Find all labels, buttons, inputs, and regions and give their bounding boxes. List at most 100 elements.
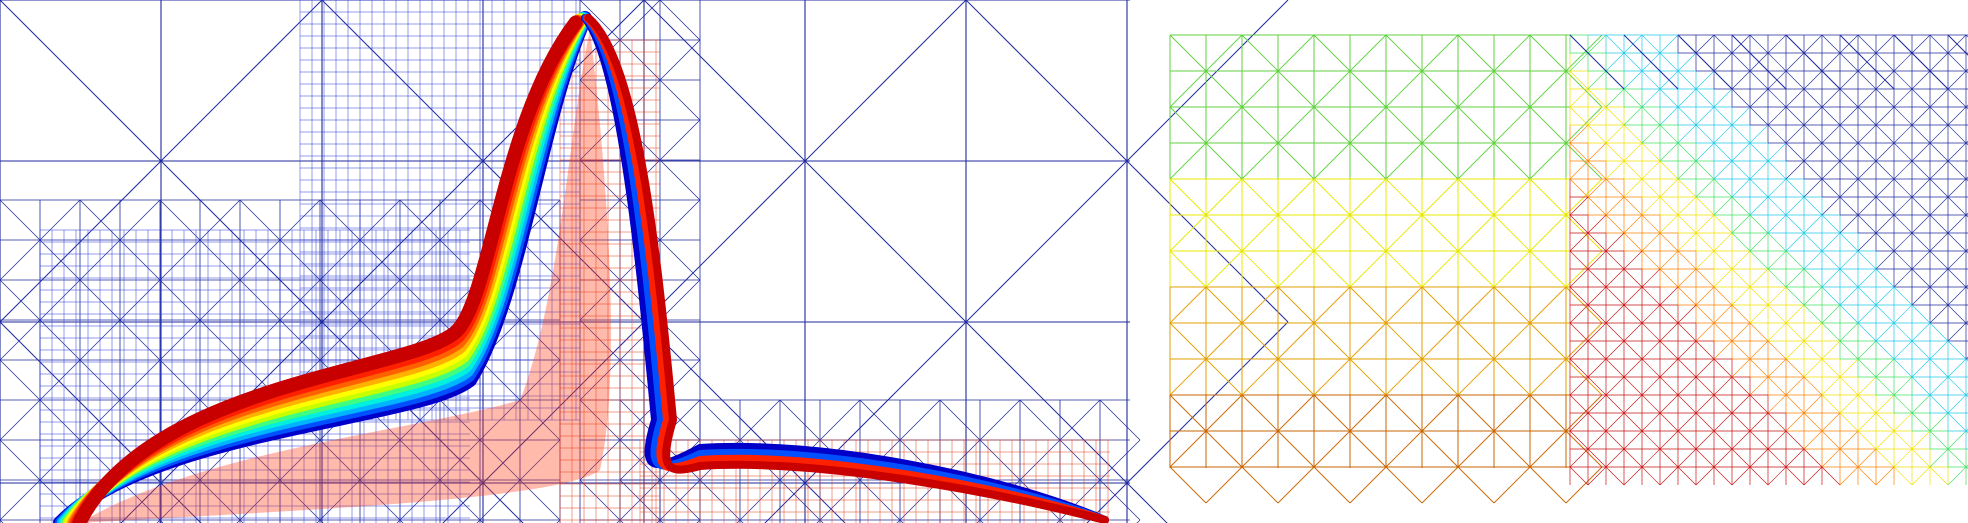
refined-mesh-edge bbox=[1857, 106, 1877, 126]
refined-mesh-edge bbox=[1839, 88, 1859, 108]
refined-mesh-edge bbox=[1875, 412, 1895, 432]
refined-mesh-edge bbox=[1569, 268, 1589, 288]
refined-mesh-edge bbox=[1785, 142, 1805, 162]
medium-mesh-edge bbox=[579, 359, 621, 401]
refined-mesh-edge bbox=[1839, 160, 1859, 180]
medium-mesh-edge bbox=[659, 199, 701, 241]
solution-band-right bbox=[584, 14, 1109, 523]
refined-mesh-edge bbox=[1821, 34, 1841, 54]
refined-mesh-edge bbox=[1893, 412, 1913, 432]
coarse-mesh-edge bbox=[1457, 286, 1495, 324]
medium-mesh-edge bbox=[279, 439, 321, 481]
refined-mesh-edge bbox=[1911, 268, 1931, 288]
medium-mesh-edge bbox=[479, 439, 521, 481]
refined-mesh-edge bbox=[1587, 286, 1607, 306]
refined-mesh-edge bbox=[1641, 142, 1661, 162]
refined-mesh-edge bbox=[1911, 124, 1931, 144]
refined-mesh-edge bbox=[1641, 34, 1661, 54]
coarse-mesh-edge bbox=[1457, 430, 1495, 468]
refined-mesh-edge bbox=[1947, 322, 1967, 342]
medium-mesh-edge bbox=[399, 479, 441, 521]
coarse-mesh-edge bbox=[1349, 286, 1387, 324]
refined-mesh-edge bbox=[1929, 178, 1949, 198]
refined-mesh-edge bbox=[1893, 268, 1913, 288]
coarse-mesh-edge bbox=[1349, 214, 1387, 252]
solution-band-left bbox=[72, 15, 583, 523]
refined-mesh-edge bbox=[1623, 268, 1643, 288]
refined-mesh-edge bbox=[1659, 178, 1679, 198]
refined-mesh-edge bbox=[1767, 358, 1787, 378]
refined-mesh-edge bbox=[1857, 394, 1877, 414]
refined-mesh-edge bbox=[1893, 358, 1913, 378]
coarse-mesh-edge bbox=[120, 482, 162, 523]
refined-mesh-edge bbox=[1911, 88, 1931, 108]
coarse-mesh-edge bbox=[1313, 322, 1351, 360]
refined-mesh-edge bbox=[1659, 52, 1679, 72]
refined-mesh-edge bbox=[1659, 232, 1679, 252]
medium-mesh-edge bbox=[579, 479, 621, 521]
medium-mesh-edge bbox=[939, 399, 981, 441]
coarse-mesh-edge bbox=[1205, 70, 1243, 108]
coarse-mesh-edge bbox=[1385, 214, 1423, 252]
refined-mesh-edge bbox=[1677, 304, 1697, 324]
refined-mesh-edge bbox=[1821, 286, 1841, 306]
coarse-mesh-edge bbox=[1169, 178, 1207, 216]
refined-mesh-edge bbox=[1605, 232, 1625, 252]
refined-mesh-edge bbox=[1677, 106, 1697, 126]
coarse-mesh-edge bbox=[1529, 466, 1567, 504]
refined-mesh-edge bbox=[1839, 430, 1859, 450]
refined-mesh-edge bbox=[1659, 448, 1679, 468]
medium-mesh-edge bbox=[119, 239, 161, 281]
refined-mesh-edge bbox=[1785, 106, 1805, 126]
refined-mesh-edge bbox=[1569, 124, 1589, 144]
refined-mesh-edge bbox=[1731, 394, 1751, 414]
refined-mesh-edge bbox=[1785, 412, 1805, 432]
refined-mesh-edge bbox=[1821, 178, 1841, 198]
coarse-mesh-edge bbox=[1529, 70, 1567, 108]
medium-mesh-edge bbox=[0, 479, 41, 521]
medium-mesh-edge bbox=[659, 119, 701, 161]
refined-mesh-edge bbox=[1695, 106, 1715, 126]
refined-mesh-edge bbox=[1587, 124, 1607, 144]
refined-mesh-edge bbox=[1713, 358, 1733, 378]
coarse-mesh-edge bbox=[1493, 358, 1531, 396]
medium-mesh-edge bbox=[239, 199, 281, 241]
refined-mesh-edge bbox=[1911, 358, 1931, 378]
refined-mesh-edge bbox=[1695, 430, 1715, 450]
refined-mesh-edge bbox=[1875, 358, 1895, 378]
refined-mesh-edge bbox=[1641, 214, 1661, 234]
medium-mesh-edge bbox=[0, 439, 41, 481]
refined-mesh-edge bbox=[1911, 178, 1931, 198]
coarse-mesh-edge bbox=[965, 0, 1128, 162]
refined-mesh-edge bbox=[1839, 214, 1859, 234]
coarse-mesh-edge bbox=[1169, 70, 1207, 108]
refined-mesh-edge bbox=[1623, 124, 1643, 144]
refined-mesh-edge bbox=[1803, 322, 1823, 342]
refined-mesh-edge bbox=[1947, 106, 1967, 126]
medium-mesh-edge bbox=[479, 479, 521, 521]
coarse-mesh-edge bbox=[1349, 250, 1387, 288]
refined-mesh-edge bbox=[1713, 466, 1733, 486]
medium-mesh-edge bbox=[159, 199, 201, 241]
refined-mesh-edge bbox=[1659, 88, 1679, 108]
refined-mesh-edge bbox=[1587, 142, 1607, 162]
medium-mesh-edge bbox=[239, 479, 281, 521]
refined-mesh-edge bbox=[1767, 106, 1787, 126]
refined-mesh-edge bbox=[1821, 250, 1841, 270]
refined-mesh-edge bbox=[1713, 160, 1733, 180]
refined-mesh-edge bbox=[1929, 52, 1949, 72]
refined-mesh-edge bbox=[1623, 448, 1643, 468]
refined-mesh-edge bbox=[1587, 322, 1607, 342]
refined-mesh-edge bbox=[1641, 412, 1661, 432]
refined-mesh-edge bbox=[1821, 52, 1841, 72]
medium-mesh-edge bbox=[1099, 479, 1141, 521]
refined-mesh-edge bbox=[1857, 322, 1877, 342]
refined-mesh-edge bbox=[1731, 124, 1751, 144]
coarse-mesh-edge bbox=[1205, 250, 1243, 288]
refined-mesh-edge bbox=[1839, 232, 1859, 252]
medium-mesh-edge bbox=[1059, 399, 1101, 441]
refined-mesh-edge bbox=[1821, 430, 1841, 450]
refined-mesh-edge bbox=[1677, 394, 1697, 414]
refined-mesh-edge bbox=[1641, 430, 1661, 450]
refined-mesh-edge bbox=[1785, 394, 1805, 414]
